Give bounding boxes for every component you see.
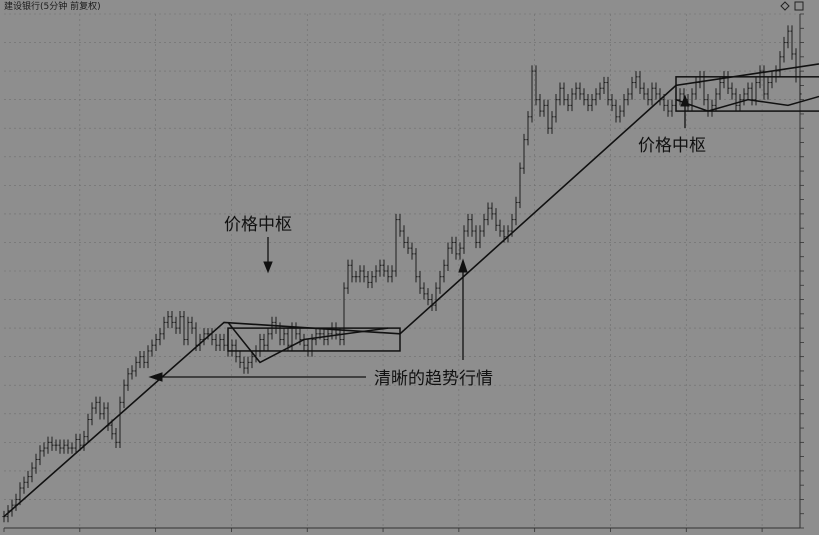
arrow-head-trend-up [458, 258, 468, 273]
arrow-head-center-1 [263, 261, 273, 274]
arrow-head-trend-left [148, 372, 163, 382]
chart-title: 建设银行(5分钟 前复权) [4, 0, 101, 12]
center-box-2 [675, 76, 819, 112]
diamond-icon [780, 1, 790, 11]
corner-icons [780, 1, 804, 11]
center-box-1 [227, 327, 401, 352]
center-label-2: 价格中枢 [638, 136, 706, 156]
chart-overlays [3, 63, 819, 518]
arrow-head-center-2 [680, 94, 690, 107]
restore-icon [794, 1, 804, 11]
annotation-arrows [148, 94, 690, 382]
trend-label: 清晰的趋势行情 [374, 369, 493, 389]
center-label-1: 价格中枢 [224, 215, 292, 235]
